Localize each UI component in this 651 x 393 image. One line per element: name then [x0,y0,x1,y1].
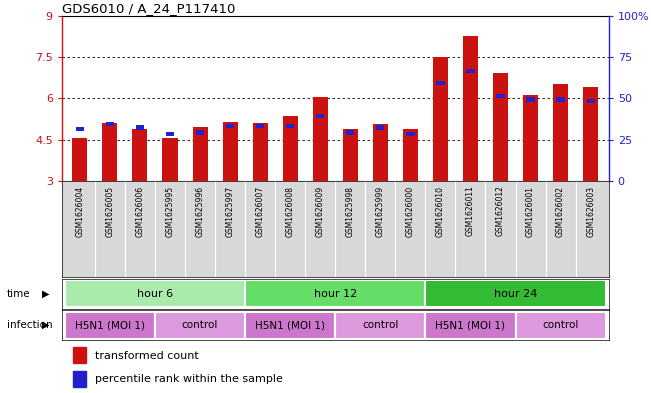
Bar [65,312,155,339]
Bar [253,123,268,181]
Bar [493,73,508,181]
Text: GSM1626002: GSM1626002 [556,185,565,237]
Text: hour 6: hour 6 [137,289,173,299]
Bar [226,124,234,128]
Text: ▶: ▶ [42,320,50,330]
Bar [433,57,448,181]
Text: GSM1626000: GSM1626000 [406,185,415,237]
Bar [425,280,605,307]
Bar [132,129,148,181]
Bar [136,125,144,130]
Text: control: control [182,320,218,330]
Text: GSM1625997: GSM1625997 [226,185,234,237]
Bar [557,97,564,101]
Bar [245,280,425,307]
Bar [193,127,208,181]
Bar [196,130,204,134]
Bar [166,132,174,136]
Text: GSM1626012: GSM1626012 [496,185,505,237]
Text: transformed count: transformed count [94,351,199,361]
Bar [463,37,478,181]
Bar [76,127,84,131]
Text: GSM1626011: GSM1626011 [466,185,475,237]
Bar [155,312,245,339]
Bar [256,124,264,128]
Text: GSM1625999: GSM1625999 [376,185,385,237]
Bar [312,97,327,181]
Bar [316,114,324,118]
Bar [73,371,87,387]
Bar [102,123,117,181]
Bar [516,312,605,339]
Text: H5N1 (MOI 1): H5N1 (MOI 1) [75,320,145,330]
Text: infection: infection [7,320,52,330]
Text: GDS6010 / A_24_P117410: GDS6010 / A_24_P117410 [62,2,235,15]
Bar [73,347,87,364]
Text: GSM1625996: GSM1625996 [195,185,204,237]
Bar [335,312,425,339]
Text: GSM1626009: GSM1626009 [316,185,325,237]
Text: time: time [7,289,30,299]
Text: GSM1626003: GSM1626003 [586,185,595,237]
Text: percentile rank within the sample: percentile rank within the sample [94,374,283,384]
Bar [283,116,298,181]
Bar [527,97,534,101]
Bar [376,125,385,130]
Bar [583,87,598,181]
Bar [105,122,114,126]
Bar [403,129,418,181]
Bar [346,130,354,134]
Text: GSM1626005: GSM1626005 [105,185,115,237]
Text: GSM1626007: GSM1626007 [256,185,265,237]
Bar [343,129,358,181]
Bar [587,99,595,103]
Bar [245,312,335,339]
Text: hour 12: hour 12 [314,289,357,299]
Bar [163,138,178,181]
Text: GSM1626006: GSM1626006 [135,185,145,237]
Bar [496,94,505,98]
Text: hour 24: hour 24 [494,289,537,299]
Text: GSM1626004: GSM1626004 [76,185,85,237]
Text: H5N1 (MOI 1): H5N1 (MOI 1) [255,320,326,330]
Text: ▶: ▶ [42,289,50,299]
Text: control: control [362,320,398,330]
Bar [72,138,87,181]
Bar [436,81,445,85]
Text: H5N1 (MOI 1): H5N1 (MOI 1) [436,320,505,330]
Bar [65,280,245,307]
Bar [523,95,538,181]
Text: GSM1626001: GSM1626001 [526,185,535,237]
Bar [286,124,294,128]
Bar [425,312,516,339]
Text: GSM1626008: GSM1626008 [286,185,295,237]
Text: GSM1625998: GSM1625998 [346,185,355,237]
Text: GSM1626010: GSM1626010 [436,185,445,237]
Text: GSM1625995: GSM1625995 [165,185,174,237]
Bar [223,121,238,181]
Bar [466,69,475,73]
Text: control: control [542,320,579,330]
Bar [373,124,388,181]
Bar [553,84,568,181]
Bar [406,132,415,136]
